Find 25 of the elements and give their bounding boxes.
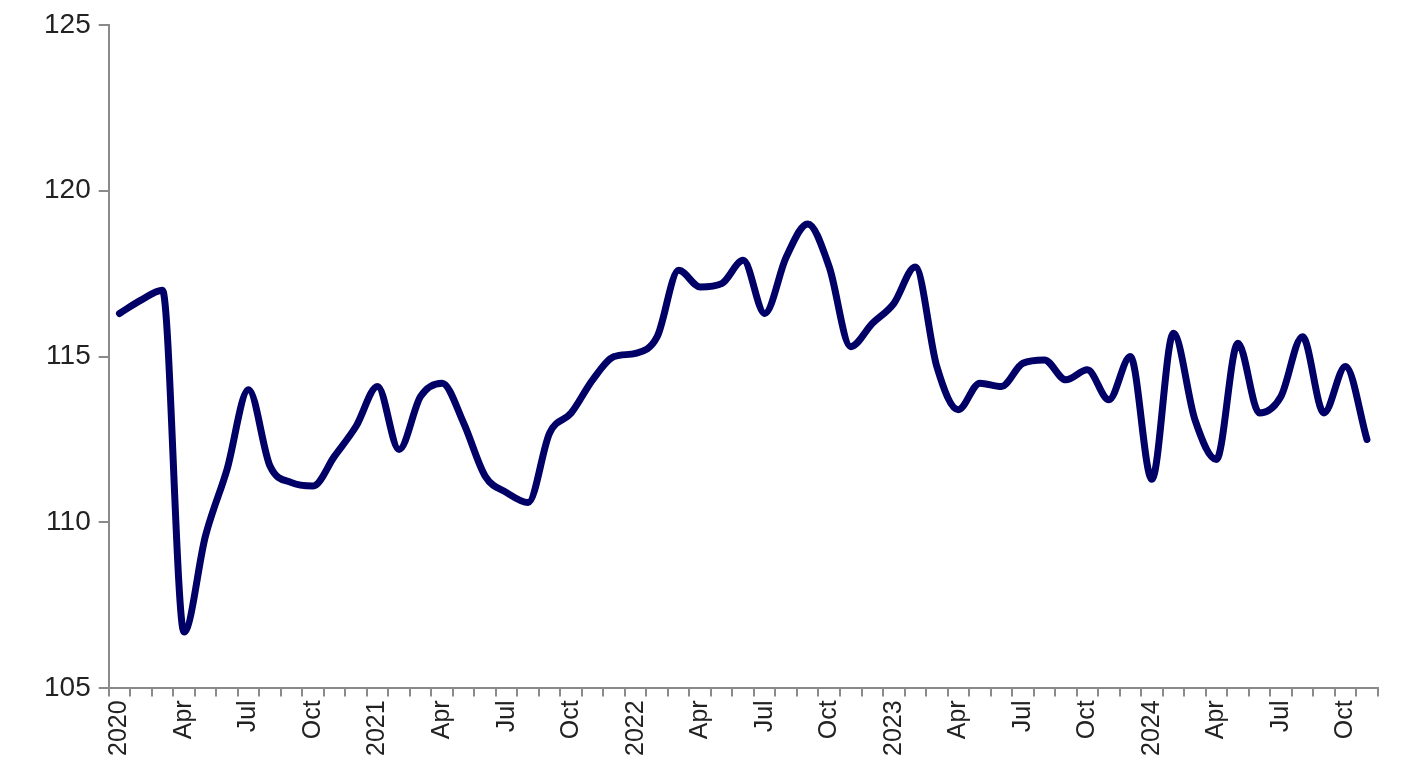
x-tick-label: Apr	[1200, 700, 1229, 740]
x-tick-label: Oct	[1071, 700, 1100, 740]
y-tick-label: 105	[44, 671, 91, 703]
x-tick-label: Jul	[232, 700, 261, 733]
x-tick-label: Jul	[748, 700, 777, 733]
x-tick-label: 2024	[1135, 700, 1164, 757]
x-tick-label: Jul	[1264, 700, 1293, 733]
x-tick-label: Apr	[425, 700, 454, 740]
x-tick-label: Apr	[942, 700, 971, 740]
x-tick-label: Oct	[555, 700, 584, 740]
y-tick-label: 120	[44, 173, 91, 205]
x-tick-label: 2021	[361, 700, 390, 757]
x-tick-label: Oct	[813, 700, 842, 740]
x-tick-label: 2020	[103, 700, 132, 757]
y-tick-label: 110	[46, 505, 91, 537]
x-tick-label: Apr	[684, 700, 713, 740]
y-tick-label: 125	[44, 7, 91, 39]
x-tick-label: Oct	[1329, 700, 1358, 740]
x-tick-label: Oct	[296, 700, 325, 740]
x-tick-label: 2022	[619, 700, 648, 757]
x-tick-label: Jul	[1006, 700, 1035, 733]
x-tick-label: Jul	[490, 700, 519, 733]
x-tick-label: Apr	[167, 700, 196, 740]
x-tick-label: 2023	[877, 700, 906, 757]
y-tick-label: 115	[46, 339, 91, 371]
